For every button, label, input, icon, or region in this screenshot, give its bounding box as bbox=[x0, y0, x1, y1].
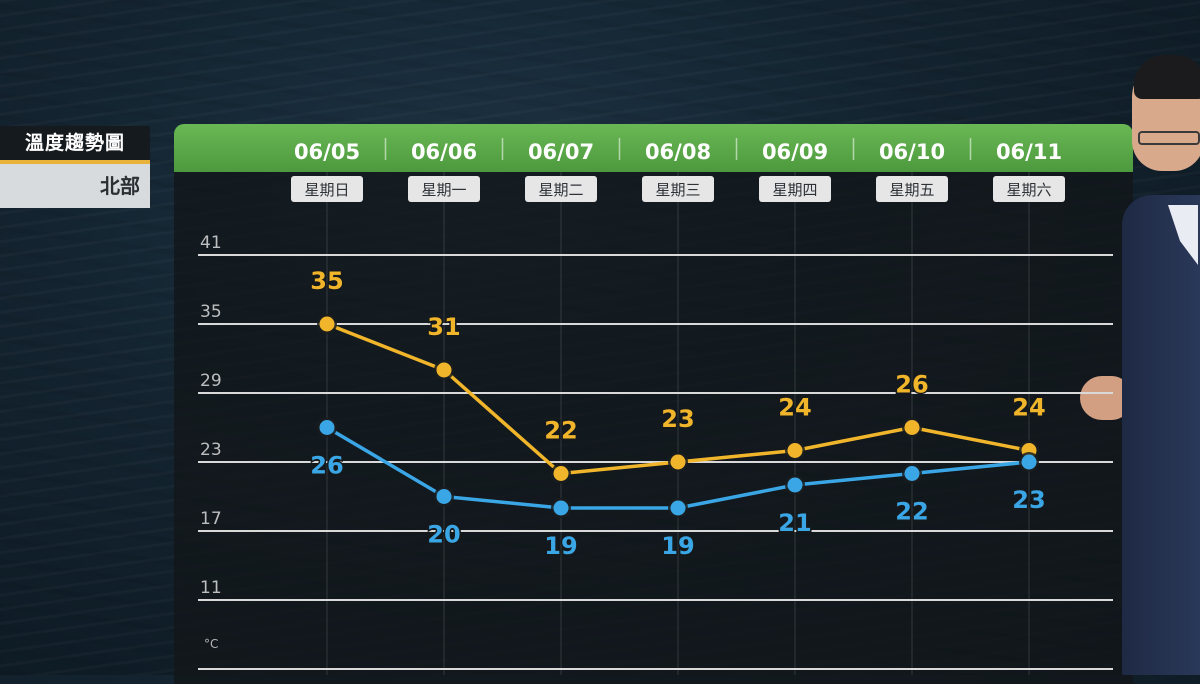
date-label: 06/07 bbox=[528, 140, 594, 164]
date-label: 06/10 bbox=[879, 140, 945, 164]
high-temp-point bbox=[319, 316, 335, 332]
low-temp-point bbox=[553, 500, 569, 516]
y-tick-label: 29 bbox=[200, 371, 222, 391]
high-temp-label: 23 bbox=[661, 405, 694, 433]
title-box: 溫度趨勢圖 北部 bbox=[0, 126, 150, 208]
high-temp-point bbox=[904, 420, 920, 435]
low-temp-label: 23 bbox=[1012, 486, 1045, 514]
weekday-label: 星期二 bbox=[538, 181, 583, 199]
weekday-badge bbox=[759, 176, 831, 202]
weekday-label: 星期一 bbox=[421, 181, 466, 199]
weekday-label: 星期四 bbox=[772, 181, 817, 199]
y-tick-label: 35 bbox=[200, 302, 222, 322]
low-temp-point bbox=[670, 500, 686, 516]
region-label: 北部 bbox=[0, 164, 150, 208]
weekday-badge bbox=[876, 176, 948, 202]
y-tick-label: 23 bbox=[200, 440, 222, 460]
weekday-badge bbox=[525, 176, 597, 202]
high-temp-point bbox=[553, 466, 569, 481]
low-temp-label: 26 bbox=[310, 452, 343, 480]
high-temp-point bbox=[787, 443, 803, 458]
low-temp-label: 20 bbox=[427, 521, 460, 549]
weekday-label: 星期日 bbox=[304, 181, 349, 199]
date-label: 06/11 bbox=[996, 140, 1062, 164]
weekday-badge bbox=[408, 176, 480, 202]
weekday-label: 星期五 bbox=[889, 181, 934, 199]
high-temp-label: 24 bbox=[778, 394, 811, 422]
weekday-badge bbox=[642, 176, 714, 202]
low-temp-point bbox=[319, 420, 335, 435]
low-temp-point bbox=[436, 489, 452, 504]
high-temp-point bbox=[670, 454, 686, 470]
chart-panel bbox=[174, 124, 1133, 684]
high-temp-label: 26 bbox=[895, 371, 928, 399]
low-temp-label: 19 bbox=[661, 532, 694, 560]
date-label: 06/09 bbox=[762, 140, 828, 164]
presenter-suit bbox=[1122, 195, 1200, 675]
high-temp-label: 22 bbox=[544, 417, 577, 445]
low-temp-point bbox=[1021, 454, 1037, 470]
y-tick-label: 41 bbox=[200, 233, 222, 253]
low-temp-point bbox=[787, 477, 803, 493]
date-label: 06/08 bbox=[645, 140, 711, 164]
y-tick-label: 17 bbox=[200, 509, 222, 529]
high-temp-label: 31 bbox=[427, 313, 460, 341]
weekday-badge bbox=[993, 176, 1065, 202]
weekday-label: 星期六 bbox=[1006, 181, 1051, 199]
presenter-hair bbox=[1134, 55, 1200, 99]
presenter-glasses bbox=[1138, 131, 1200, 145]
weekday-badge bbox=[291, 176, 363, 202]
high-temp-label: 24 bbox=[1012, 394, 1045, 422]
y-tick-label: 11 bbox=[200, 578, 222, 598]
low-temp-point bbox=[904, 466, 920, 481]
date-header-bar bbox=[174, 124, 1133, 172]
low-temp-label: 21 bbox=[778, 509, 811, 537]
high-temp-point bbox=[436, 362, 452, 378]
high-temp-label: 35 bbox=[310, 267, 343, 295]
date-label: 06/05 bbox=[294, 140, 360, 164]
low-temp-label: 22 bbox=[895, 498, 928, 526]
chart-title: 溫度趨勢圖 bbox=[0, 126, 150, 164]
unit-label: °C bbox=[204, 637, 218, 651]
weekday-label: 星期三 bbox=[655, 181, 700, 199]
presenter-hand bbox=[1080, 376, 1130, 420]
date-label: 06/06 bbox=[411, 140, 477, 164]
low-temp-label: 19 bbox=[544, 532, 577, 560]
presenter bbox=[1118, 55, 1200, 675]
